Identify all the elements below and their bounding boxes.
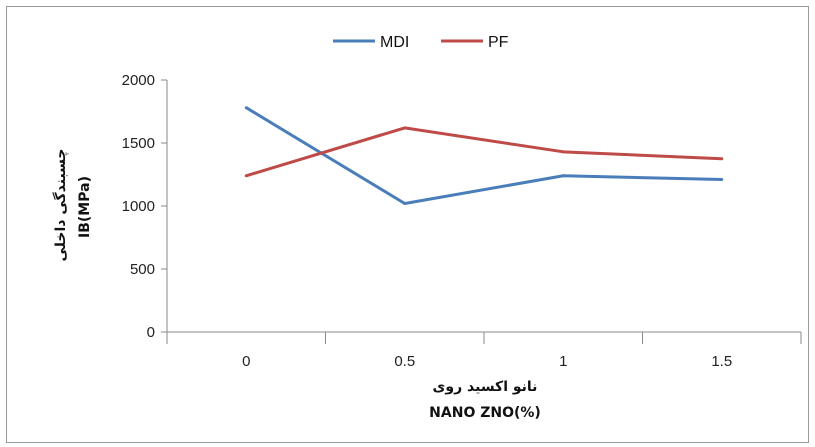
series-line-pf: [245, 126, 722, 178]
data-point-pf-1: [403, 126, 407, 130]
data-point-mdi-0: [244, 106, 248, 110]
x-axis-title-persian: نانو اکسید روی: [433, 379, 538, 395]
series-layer: [244, 106, 724, 205]
data-point-pf-2: [561, 150, 565, 154]
legend-label-pf: PF: [488, 34, 509, 51]
chart-frame: [6, 6, 809, 443]
x-tick-label-2: 1: [559, 353, 567, 370]
y-axis-title-persian: چسبندگی داخلی: [52, 149, 69, 262]
x-axis-title: NANO ZNO(%): [429, 405, 541, 421]
y-tick-label-2: 1000: [122, 198, 155, 215]
y-tick-label-3: 1500: [122, 135, 155, 152]
series-line-mdi: [245, 106, 722, 205]
data-point-pf-0: [244, 174, 248, 178]
y-tick-label-0: 0: [147, 324, 155, 341]
x-tick-label-0: 0: [242, 353, 250, 370]
legend-label-mdi: MDI: [380, 34, 409, 51]
legend: MDI PF: [333, 34, 509, 51]
y-axis: 0 500 1000 1500 2000: [122, 72, 168, 341]
x-tick-label-1: 0.5: [394, 353, 415, 370]
x-tick-label-3: 1.5: [711, 353, 732, 370]
data-point-pf-3: [720, 157, 724, 161]
y-tick-label-4: 2000: [122, 72, 155, 89]
data-point-mdi-1: [403, 201, 407, 205]
y-tick-label-1: 500: [130, 261, 155, 278]
y-axis-title: IB(MPa): [77, 176, 93, 238]
data-point-mdi-3: [720, 178, 724, 182]
x-axis: 0 0.5 1 1.5: [166, 331, 802, 370]
data-point-mdi-2: [561, 174, 565, 178]
